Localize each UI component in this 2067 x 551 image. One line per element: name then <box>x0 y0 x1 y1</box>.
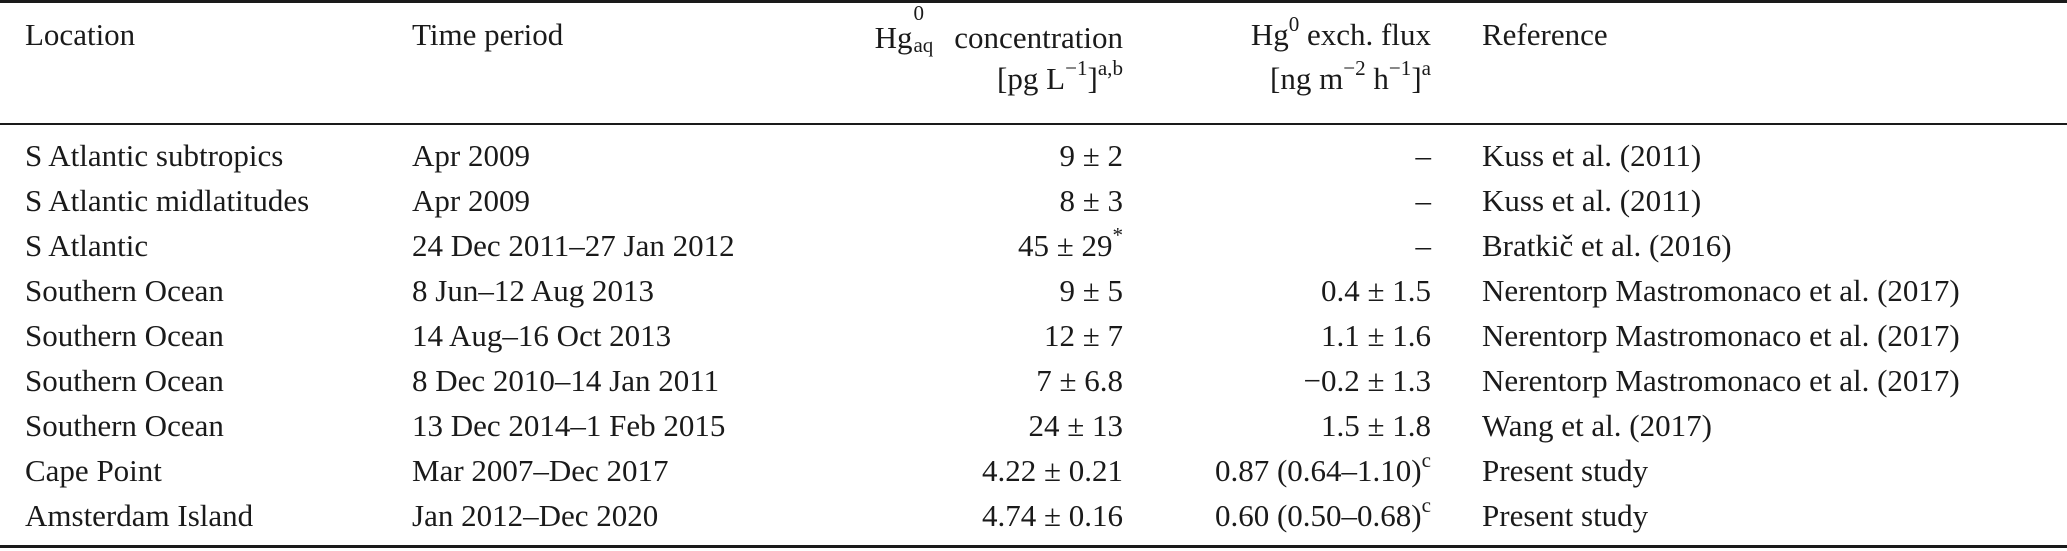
cell-flux: – <box>1416 228 1432 264</box>
cell-concentration-value: 4.22 ± 0.21 <box>981 453 1123 488</box>
cell-reference: Nerentorp Mastromonaco et al. (2017) <box>1482 363 1960 398</box>
cell-concentration-value: 24 ± 13 <box>1028 408 1123 443</box>
cell-reference: Kuss et al. (2011) <box>1482 183 1702 218</box>
cell-flux: 1.1 ± 1.6 <box>1321 318 1431 354</box>
header-concentration-scripts: 0 aq <box>912 3 940 56</box>
cell-flux-value: 0.87 (0.64–1.10) <box>1214 453 1422 488</box>
cell-concentration-value: 4.74 ± 0.16 <box>981 498 1123 533</box>
cell-concentration-value: 9 ± 5 <box>1059 273 1123 308</box>
cell-flux-value: 1.1 ± 1.6 <box>1320 318 1431 353</box>
cell-flux: −0.2 ± 1.3 <box>1304 363 1432 399</box>
top-rule <box>0 0 2067 3</box>
cell-flux-note: c <box>1421 492 1431 517</box>
cell-reference: Present study <box>1482 498 1649 533</box>
cell-time-period: Mar 2007–Dec 2017 <box>412 453 669 488</box>
header-flux-sup: 0 <box>1288 11 1300 36</box>
header-flux-unit: [ng m−2 h−1]a <box>1270 57 1431 97</box>
cell-location: Amsterdam Island <box>25 498 254 533</box>
header-rule <box>0 123 2067 125</box>
conc-unit-exp: −1 <box>1065 55 1088 80</box>
cell-flux-value: 1.5 ± 1.8 <box>1320 408 1431 443</box>
cell-time-period: 8 Jun–12 Aug 2013 <box>412 273 654 308</box>
cell-location: Southern Ocean <box>25 318 224 353</box>
cell-location: Southern Ocean <box>25 363 224 398</box>
flux-unit-mid: h <box>1365 61 1389 96</box>
cell-location: S Atlantic midlatitudes <box>25 183 310 218</box>
header-flux-label: exch. flux <box>1307 17 1431 52</box>
header-flux-base: Hg <box>1250 17 1289 52</box>
conc-unit-open: [pg L <box>997 61 1066 96</box>
cell-reference: Wang et al. (2017) <box>1482 408 1712 443</box>
cell-location: Cape Point <box>25 453 162 488</box>
cell-flux-value: – <box>1415 228 1432 263</box>
header-concentration-unit: [pg L−1]a,b <box>997 57 1123 97</box>
cell-reference: Bratkič et al. (2016) <box>1482 228 1732 263</box>
conc-unit-close: ] <box>1087 61 1098 96</box>
cell-concentration-value: 45 ± 29 <box>1017 228 1113 263</box>
cell-time-period: 24 Dec 2011–27 Jan 2012 <box>412 228 735 263</box>
cell-time-period: 14 Aug–16 Oct 2013 <box>412 318 672 353</box>
conc-unit-note: a,b <box>1097 55 1123 80</box>
cell-flux-value: −0.2 ± 1.3 <box>1303 363 1432 398</box>
cell-flux: – <box>1416 183 1432 219</box>
cell-concentration: 9 ± 5 <box>1059 273 1123 309</box>
header-concentration-base: Hg <box>874 20 913 55</box>
bottom-rule <box>0 545 2067 548</box>
cell-concentration: 8 ± 3 <box>1059 183 1123 219</box>
cell-flux-value: – <box>1415 183 1432 218</box>
flux-unit-exp1: −2 <box>1343 55 1366 80</box>
cell-time-period: Apr 2009 <box>412 138 530 173</box>
cell-concentration: 45 ± 29* <box>1017 224 1123 264</box>
cell-flux-value: – <box>1415 138 1432 173</box>
cell-flux: 0.60 (0.50–0.68)c <box>1214 494 1431 534</box>
cell-location: Southern Ocean <box>25 273 224 308</box>
cell-reference: Present study <box>1482 453 1649 488</box>
header-reference: Reference <box>1482 17 1608 52</box>
header-concentration: Hg 0 aq concentration <box>874 3 1123 56</box>
cell-flux: 0.87 (0.64–1.10)c <box>1214 449 1431 489</box>
header-concentration-sub: aq <box>913 33 934 57</box>
header-concentration-sup: 0 <box>913 1 924 25</box>
header-time-period: Time period <box>412 17 564 52</box>
header-concentration-label: concentration <box>954 20 1123 55</box>
cell-location: S Atlantic subtropics <box>25 138 284 173</box>
cell-flux: 1.5 ± 1.8 <box>1321 408 1431 444</box>
cell-flux: 0.4 ± 1.5 <box>1321 273 1431 309</box>
cell-flux-note: c <box>1421 447 1431 472</box>
flux-unit-exp2: −1 <box>1388 55 1412 80</box>
cell-flux-value: 0.60 (0.50–0.68) <box>1214 498 1422 533</box>
cell-flux: – <box>1416 138 1432 174</box>
cell-location: S Atlantic <box>25 228 149 263</box>
cell-concentration-value: 7 ± 6.8 <box>1036 363 1123 398</box>
cell-flux-value: 0.4 ± 1.5 <box>1320 273 1431 308</box>
cell-reference: Nerentorp Mastromonaco et al. (2017) <box>1482 273 1960 308</box>
flux-unit-close: ] <box>1411 61 1422 96</box>
cell-time-period: Jan 2012–Dec 2020 <box>412 498 659 533</box>
cell-time-period: Apr 2009 <box>412 183 530 218</box>
header-location: Location <box>25 17 136 52</box>
cell-concentration: 7 ± 6.8 <box>1036 363 1123 399</box>
flux-unit-note: a <box>1421 55 1431 80</box>
flux-unit-open: [ng m <box>1270 61 1344 96</box>
cell-concentration-note: * <box>1112 222 1123 247</box>
cell-location: Southern Ocean <box>25 408 224 443</box>
cell-concentration: 9 ± 2 <box>1059 138 1123 174</box>
cell-time-period: 8 Dec 2010–14 Jan 2011 <box>412 363 720 398</box>
cell-time-period: 13 Dec 2014–1 Feb 2015 <box>412 408 726 443</box>
cell-reference: Nerentorp Mastromonaco et al. (2017) <box>1482 318 1960 353</box>
cell-concentration: 24 ± 13 <box>1028 408 1123 444</box>
cell-reference: Kuss et al. (2011) <box>1482 138 1702 173</box>
cell-concentration: 12 ± 7 <box>1044 318 1123 354</box>
cell-concentration-value: 12 ± 7 <box>1043 318 1123 353</box>
cell-concentration: 4.22 ± 0.21 <box>982 453 1123 489</box>
cell-concentration: 4.74 ± 0.16 <box>982 498 1123 534</box>
cell-concentration-value: 9 ± 2 <box>1059 138 1123 173</box>
cell-concentration-value: 8 ± 3 <box>1059 183 1123 218</box>
header-flux: Hg0 exch. flux <box>1250 13 1431 53</box>
